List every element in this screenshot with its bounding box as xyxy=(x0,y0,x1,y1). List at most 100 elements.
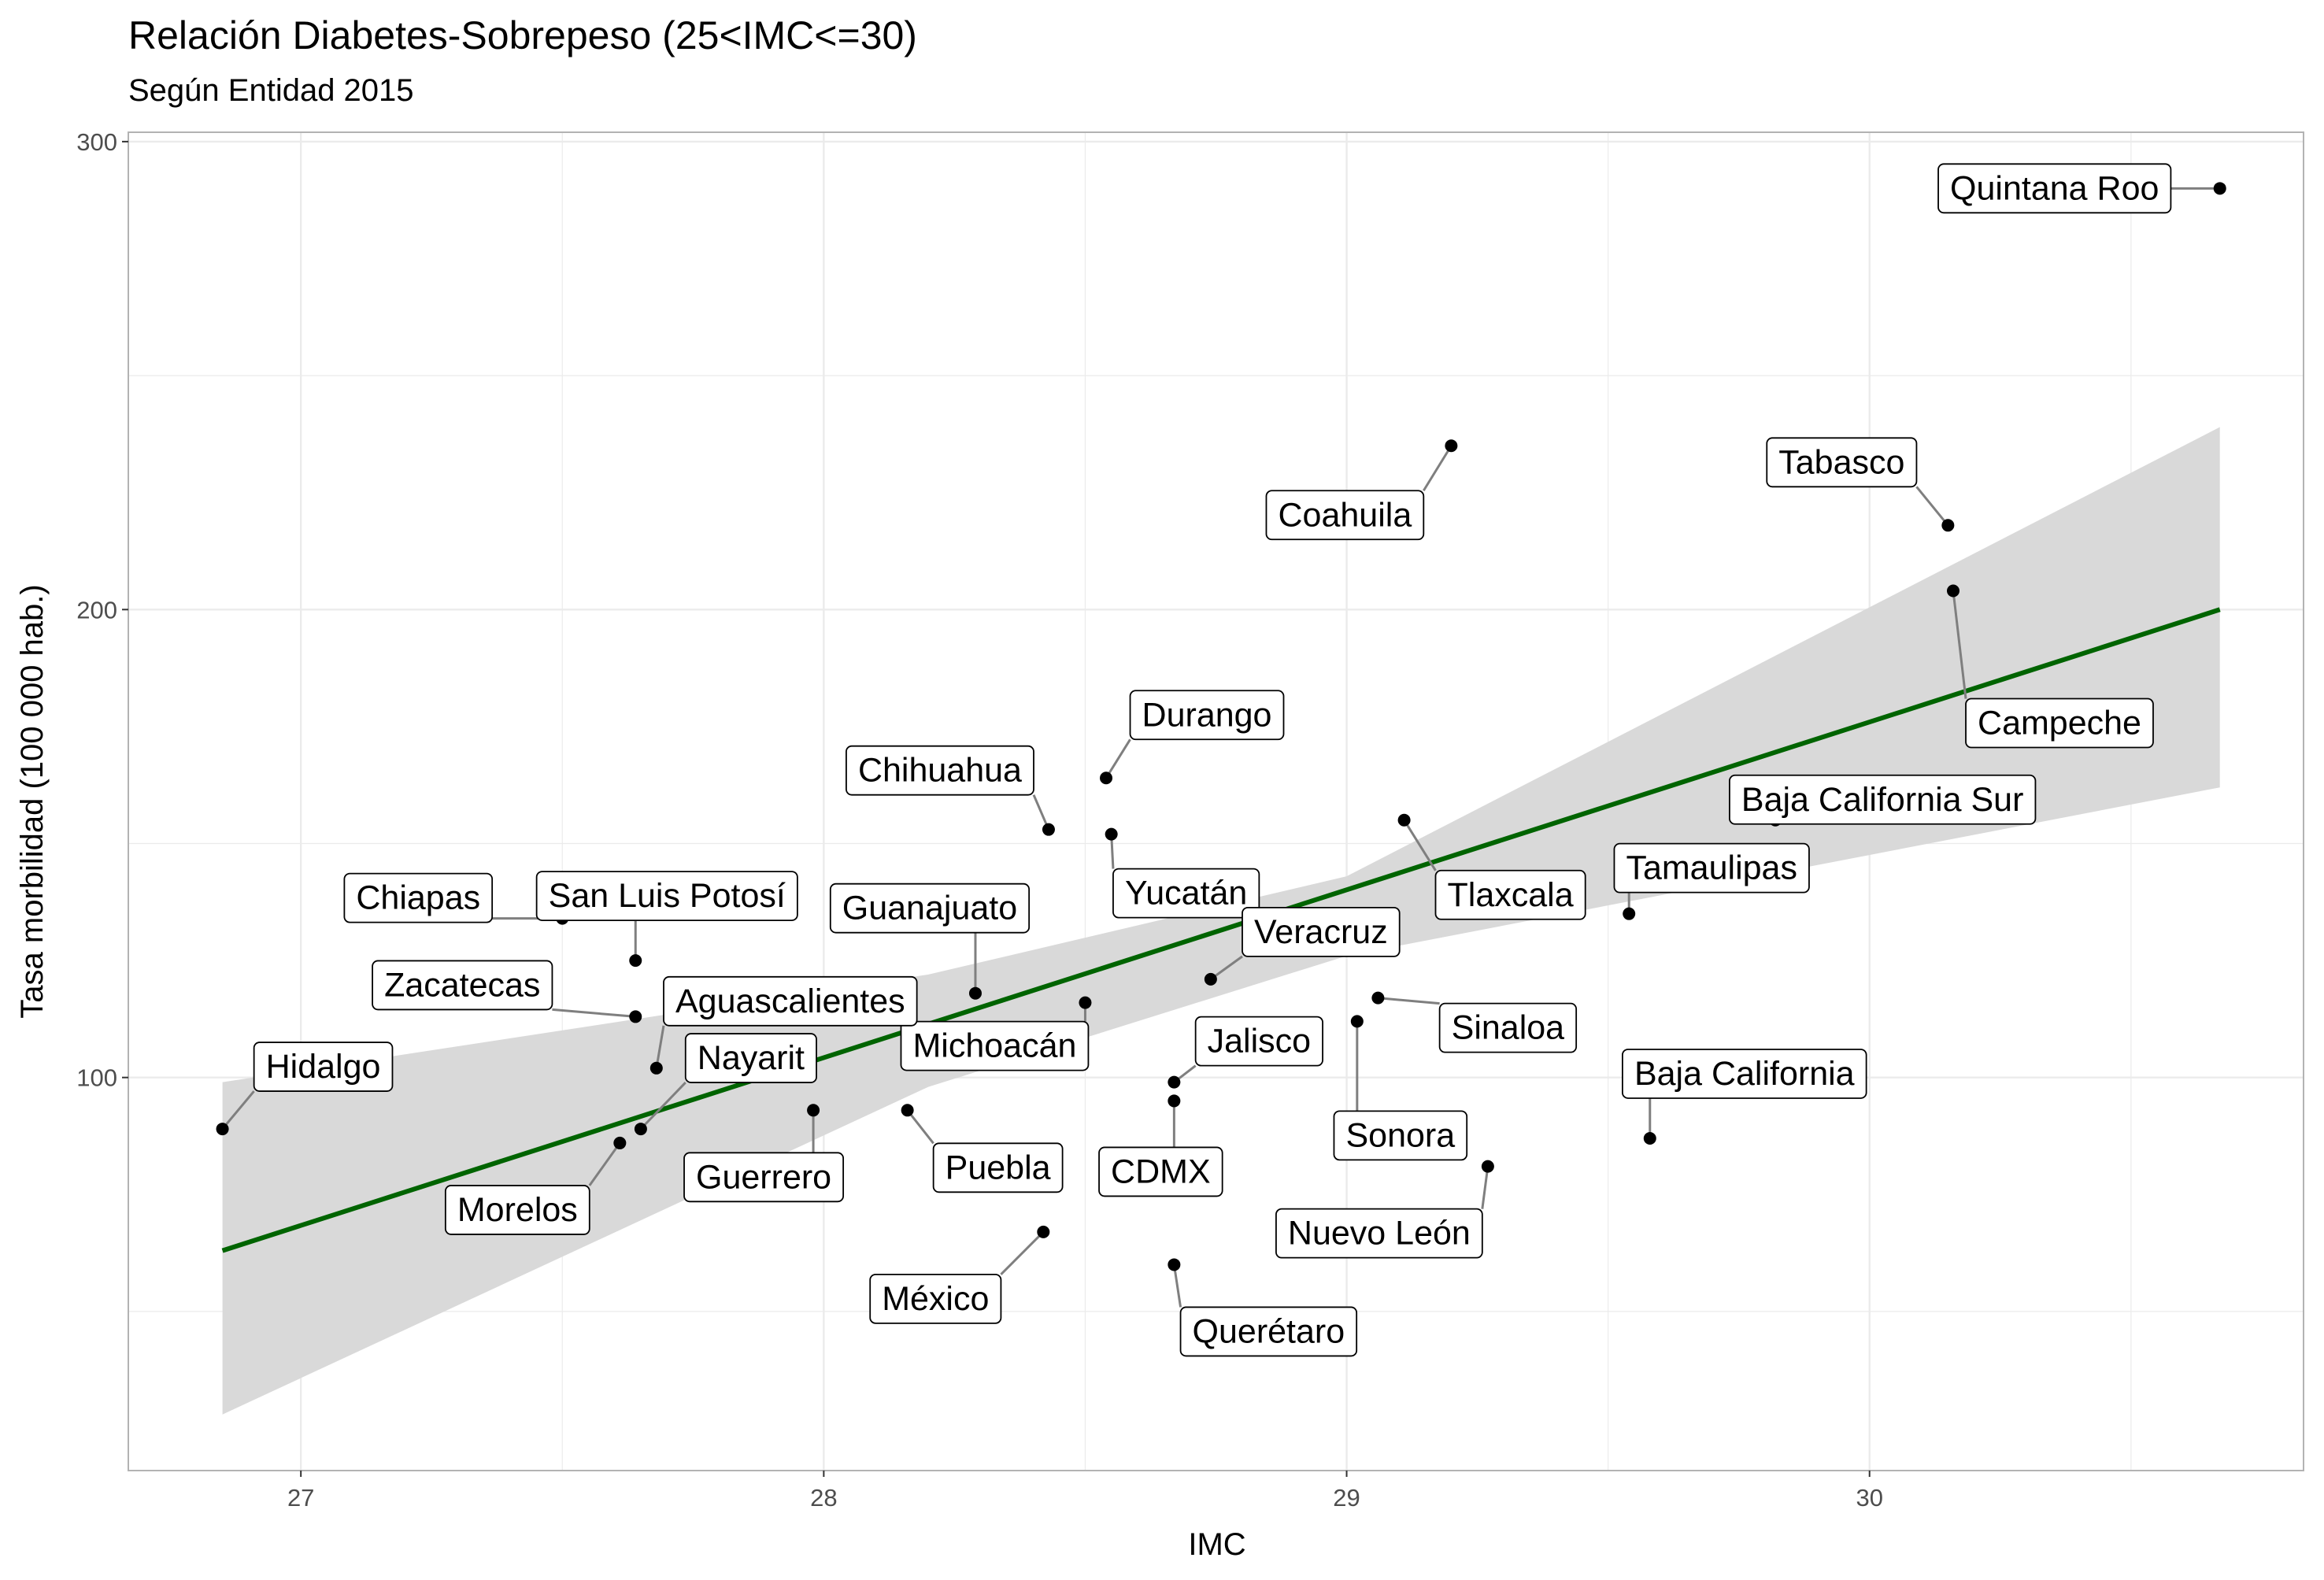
point-label-jalisco: Jalisco xyxy=(1194,1016,1323,1067)
point-label-san-luis-potosi: San Luis Potosí xyxy=(535,871,798,921)
panel-border xyxy=(128,131,2304,1471)
label-box xyxy=(663,975,918,1027)
label-text: Puebla xyxy=(946,1149,1051,1186)
point-label-cdmx: CDMX xyxy=(1098,1146,1223,1197)
point-tabasco xyxy=(1941,519,1955,532)
point-zacatecas xyxy=(629,1010,642,1023)
connector-sinaloa xyxy=(1378,997,1440,1005)
label-box xyxy=(900,1020,1090,1071)
connector-zacatecas xyxy=(552,1008,636,1018)
label-box xyxy=(1613,842,1810,894)
confidence-band-layer xyxy=(222,427,2220,1415)
label-box xyxy=(829,883,1031,934)
point-cdmx xyxy=(1168,1094,1181,1108)
point-hidalgo xyxy=(216,1123,229,1136)
label-text: Quintana Roo xyxy=(1950,169,2159,207)
label-text: Tlaxcala xyxy=(1448,876,1574,914)
label-text: Aguascalientes xyxy=(675,982,905,1020)
point-label-campeche: Campeche xyxy=(1965,697,2154,749)
label-box xyxy=(1434,869,1586,920)
points xyxy=(216,182,2226,1271)
point-label-nuevo-leon: Nuevo León xyxy=(1275,1208,1483,1259)
point-guanajuato xyxy=(968,986,982,1000)
grid xyxy=(128,132,2304,1471)
label-box xyxy=(1275,1208,1483,1259)
point-nuevo-leon xyxy=(1481,1160,1494,1173)
point-tlaxcala xyxy=(1397,813,1411,827)
point-label-chiapas: Chiapas xyxy=(343,872,494,923)
point-label-aguascalientes: Aguascalientes xyxy=(663,975,918,1027)
label-box xyxy=(684,1033,817,1083)
connector-tabasco xyxy=(1915,486,1949,527)
point-label-coahuila: Coahuila xyxy=(1265,490,1425,541)
label-text: Chihuahua xyxy=(858,752,1022,790)
point-label-sinaloa: Sinaloa xyxy=(1438,1002,1578,1053)
label-text: Nuevo León xyxy=(1288,1215,1471,1253)
connector-veracruz xyxy=(1209,955,1243,981)
label-text: Tabasco xyxy=(1778,443,1904,481)
point-label-chihuahua: Chihuahua xyxy=(846,745,1034,796)
point-michoacan xyxy=(1079,996,1092,1009)
point-coahuila xyxy=(1445,439,1458,453)
point-label-guerrero: Guerrero xyxy=(683,1152,845,1203)
y-axis-ticks: 100 200 300 xyxy=(76,128,128,1092)
label-box xyxy=(1179,1306,1358,1357)
point-jalisco xyxy=(1168,1075,1181,1089)
label-box xyxy=(372,960,553,1011)
label-box xyxy=(869,1273,1002,1324)
chart-subtitle: Según Entidad 2015 xyxy=(128,73,414,108)
label-box xyxy=(1766,437,1918,488)
x-tick-label: 29 xyxy=(1333,1484,1360,1512)
point-label-quintana-roo: Quintana Roo xyxy=(1937,163,2172,214)
label-text: México xyxy=(882,1280,989,1318)
y-tick-label: 200 xyxy=(76,596,117,623)
label-text: Jalisco xyxy=(1208,1023,1311,1060)
x-tick-label: 28 xyxy=(810,1484,837,1512)
point-label-michoacan: Michoacán xyxy=(900,1020,1090,1071)
connector-durango xyxy=(1105,738,1131,779)
point-queretaro xyxy=(1168,1258,1181,1271)
chart-title: Relación Diabetes-Sobrepeso (25<IMC<=30) xyxy=(128,13,917,57)
trend-line xyxy=(221,607,2221,1253)
connector-tlaxcala xyxy=(1403,819,1437,871)
point-label-durango: Durango xyxy=(1129,690,1285,741)
label-box xyxy=(1112,868,1260,919)
connector-nuevo-leon xyxy=(1481,1166,1490,1209)
label-box xyxy=(253,1042,394,1092)
point-label-tamaulipas: Tamaulipas xyxy=(1613,842,1810,894)
label-box xyxy=(1242,906,1401,957)
label-text: Zacatecas xyxy=(384,966,540,1004)
connector-coahuila xyxy=(1423,445,1452,492)
point-label-hidalgo: Hidalgo xyxy=(253,1042,394,1092)
label-box xyxy=(444,1185,590,1235)
point-label-baja-california-sur: Baja California Sur xyxy=(1729,774,2037,825)
label-box xyxy=(343,872,494,923)
point-label-morelos: Morelos xyxy=(444,1185,590,1235)
connector-aguascalientes xyxy=(655,1025,665,1069)
point-aguascalientes xyxy=(649,1061,663,1075)
label-text: Campeche xyxy=(1978,705,2141,742)
point-label-puebla: Puebla xyxy=(932,1142,1064,1193)
y-axis-title: Tasa morbilidad (100 000 hab.) xyxy=(15,584,50,1018)
point-sinaloa xyxy=(1371,991,1385,1005)
point-durango xyxy=(1100,771,1113,785)
point-label-veracruz: Veracruz xyxy=(1242,906,1401,957)
point-label-queretaro: Querétaro xyxy=(1179,1306,1358,1357)
point-label-zacatecas: Zacatecas xyxy=(372,960,553,1011)
label-text: Sonora xyxy=(1345,1116,1455,1154)
label-box xyxy=(683,1152,845,1203)
point-label-sonora: Sonora xyxy=(1333,1110,1468,1161)
point-label-mexico: México xyxy=(869,1273,1002,1324)
label-text: Sinaloa xyxy=(1452,1009,1565,1047)
y-tick-label: 100 xyxy=(76,1064,117,1092)
point-label-nayarit: Nayarit xyxy=(684,1033,817,1083)
label-text: Coahuila xyxy=(1279,496,1412,534)
x-axis-title: IMC xyxy=(1188,1527,1245,1562)
label-box xyxy=(1333,1110,1468,1161)
label-box xyxy=(932,1142,1064,1193)
label-box xyxy=(1129,690,1285,741)
point-veracruz xyxy=(1204,972,1217,986)
point-label-tabasco: Tabasco xyxy=(1766,437,1918,488)
label-box xyxy=(1265,490,1425,541)
